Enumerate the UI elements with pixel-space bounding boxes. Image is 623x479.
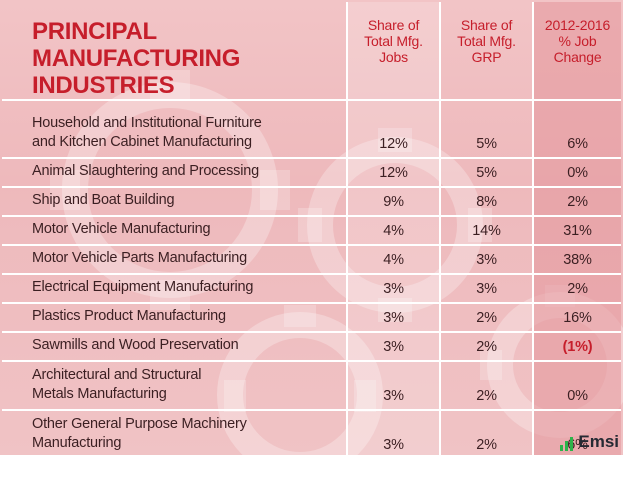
jobs-share: 3% bbox=[346, 410, 440, 455]
jobs-share: 12% bbox=[346, 100, 440, 159]
grp-share: 14% bbox=[439, 216, 533, 246]
jobs-share: 12% bbox=[346, 158, 440, 188]
job-change: 0% bbox=[532, 361, 621, 411]
grp-share: 5% bbox=[439, 158, 533, 188]
bar-chart-icon bbox=[560, 437, 574, 451]
header-change-line: % Job bbox=[558, 33, 597, 49]
job-change: 2% bbox=[532, 274, 621, 304]
header-jobs-line: Total Mfg. bbox=[364, 33, 423, 49]
header-jobs: Share of Total Mfg. Jobs bbox=[346, 2, 440, 101]
job-change: 0% bbox=[532, 158, 621, 188]
industry-name-line: Other General Purpose Machinery bbox=[32, 416, 247, 432]
table-row: Animal Slaughtering and Processing 12% 5% 0… bbox=[2, 158, 621, 188]
industry-name: Plastics Product Manufacturing bbox=[2, 303, 347, 333]
header-grp: Share of Total Mfg. GRP bbox=[439, 2, 533, 101]
header-change-line: 2012-2016 bbox=[544, 17, 611, 33]
jobs-share: 3% bbox=[346, 274, 440, 304]
table-row: Electrical Equipment Manufacturing 3% 3% 2% bbox=[2, 274, 621, 304]
industry-name: Architectural and Structural Metals Manuf… bbox=[2, 361, 347, 411]
table-row: Ship and Boat Building 9% 8% 2% bbox=[2, 187, 621, 217]
header-change: 2012-2016 % Job Change bbox=[532, 2, 621, 101]
industry-name: Motor Vehicle Manufacturing bbox=[2, 216, 347, 246]
industry-name: Ship and Boat Building bbox=[2, 187, 347, 217]
logo-text: Emsi bbox=[578, 432, 619, 451]
industry-name: Electrical Equipment Manufacturing bbox=[2, 274, 347, 304]
jobs-share: 3% bbox=[346, 303, 440, 333]
table-row: Household and Institutional Furniture and… bbox=[2, 100, 621, 159]
industry-name: Motor Vehicle Parts Manufacturing bbox=[2, 245, 347, 275]
jobs-share: 3% bbox=[346, 332, 440, 362]
grp-share: 2% bbox=[439, 410, 533, 455]
jobs-share: 4% bbox=[346, 245, 440, 275]
header-change-line: Change bbox=[553, 49, 602, 65]
grp-share: 3% bbox=[439, 245, 533, 275]
industry-name-line: Animal Slaughtering and Processing bbox=[32, 163, 259, 179]
industry-name-line: Household and Institutional Furniture bbox=[32, 115, 262, 131]
industry-name-line: Architectural and Structural bbox=[32, 367, 202, 383]
industry-name-line: Sawmills and Wood Preservation bbox=[32, 337, 239, 353]
industry-name: Sawmills and Wood Preservation bbox=[2, 332, 347, 362]
title-line-2: INDUSTRIES bbox=[32, 72, 175, 99]
grp-share: 3% bbox=[439, 274, 533, 304]
industry-name-line: and Kitchen Cabinet Manufacturing bbox=[32, 134, 252, 150]
job-change: 31% bbox=[532, 216, 621, 246]
header-grp-line: Total Mfg. bbox=[457, 33, 516, 49]
jobs-share: 3% bbox=[346, 361, 440, 411]
industry-name: Animal Slaughtering and Processing bbox=[2, 158, 347, 188]
industry-name: Household and Institutional Furniture and… bbox=[2, 100, 347, 159]
industry-name-line: Electrical Equipment Manufacturing bbox=[32, 279, 254, 295]
job-change: (1%) bbox=[532, 332, 621, 362]
grp-share: 2% bbox=[439, 361, 533, 411]
industry-name-line: Motor Vehicle Parts Manufacturing bbox=[32, 250, 248, 266]
job-change: 2% bbox=[532, 187, 621, 217]
industry-name: Other General Purpose Machinery Manufactu… bbox=[2, 410, 347, 455]
industry-name-line: Plastics Product Manufacturing bbox=[32, 308, 226, 324]
industry-name-line: Motor Vehicle Manufacturing bbox=[32, 221, 211, 237]
manufacturing-table: PRINCIPAL MANUFACTURING INDUSTRIES Share… bbox=[2, 2, 621, 455]
table-row: Motor Vehicle Parts Manufacturing 4% 3% 38% bbox=[2, 245, 621, 275]
table-row: Architectural and Structural Metals Manuf… bbox=[2, 361, 621, 411]
industry-name-line: Manufacturing bbox=[32, 435, 122, 451]
header-jobs-line: Share of bbox=[367, 17, 420, 33]
table-row: Plastics Product Manufacturing 3% 2% 16% bbox=[2, 303, 621, 333]
header-grp-line: Share of bbox=[460, 17, 513, 33]
table-row: Motor Vehicle Manufacturing 4% 14% 31% bbox=[2, 216, 621, 246]
grp-share: 5% bbox=[439, 100, 533, 159]
title-line-1: PRINCIPAL MANUFACTURING bbox=[32, 18, 241, 72]
table-panel: PRINCIPAL MANUFACTURING INDUSTRIES Share… bbox=[0, 0, 623, 455]
header-jobs-line: Jobs bbox=[379, 49, 408, 65]
industry-name-line: Metals Manufacturing bbox=[32, 386, 167, 402]
table-header-row: PRINCIPAL MANUFACTURING INDUSTRIES Share… bbox=[2, 2, 621, 101]
grp-share: 2% bbox=[439, 303, 533, 333]
grp-share: 8% bbox=[439, 187, 533, 217]
table-row: Other General Purpose Machinery Manufactu… bbox=[2, 410, 621, 455]
grp-share: 2% bbox=[439, 332, 533, 362]
header-grp-line: GRP bbox=[471, 49, 502, 65]
jobs-share: 9% bbox=[346, 187, 440, 217]
industry-name-line: Ship and Boat Building bbox=[32, 192, 175, 208]
table-title: PRINCIPAL MANUFACTURING INDUSTRIES bbox=[32, 18, 346, 99]
job-change: 6% bbox=[532, 100, 621, 159]
table-row: Sawmills and Wood Preservation 3% 2% (1%) bbox=[2, 332, 621, 362]
jobs-share: 4% bbox=[346, 216, 440, 246]
emsi-logo: Emsi bbox=[560, 433, 619, 451]
table-title-cell: PRINCIPAL MANUFACTURING INDUSTRIES bbox=[2, 2, 347, 101]
job-change: 16% bbox=[532, 303, 621, 333]
job-change: 38% bbox=[532, 245, 621, 275]
